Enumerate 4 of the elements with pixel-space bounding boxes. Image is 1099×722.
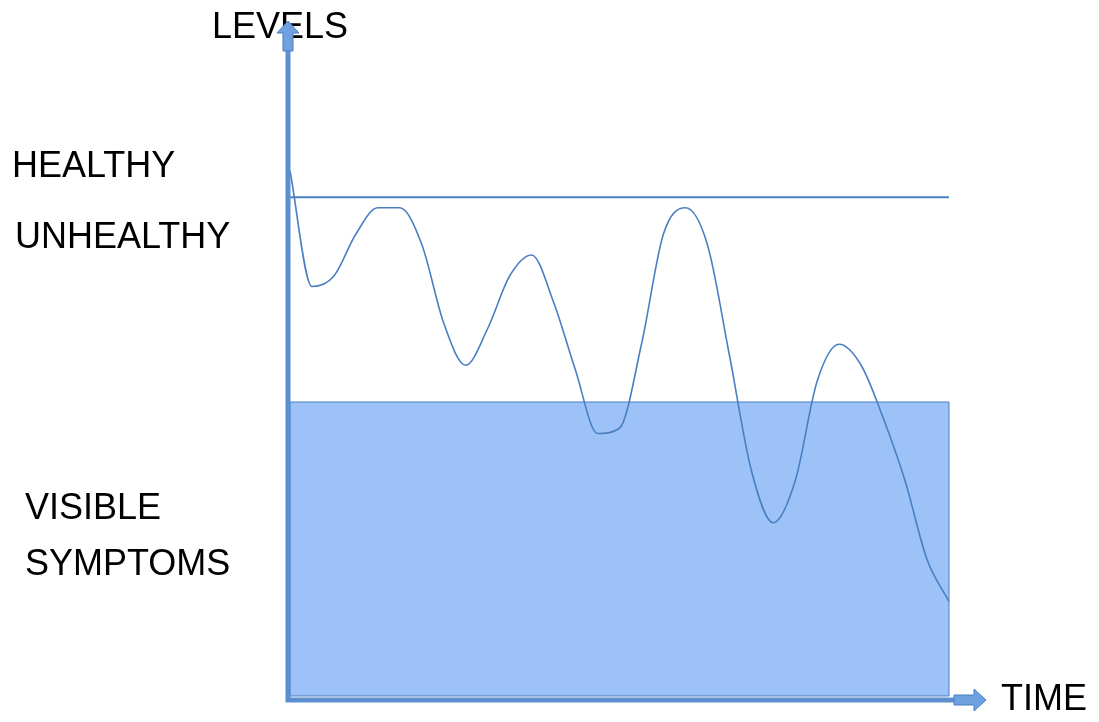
- band-label: VISIBLE SYMPTOMS: [25, 485, 231, 583]
- x-axis-title: TIME: [1001, 676, 1087, 718]
- text: HEALTHY: [12, 144, 176, 186]
- text: UNHEALTHY: [15, 215, 231, 257]
